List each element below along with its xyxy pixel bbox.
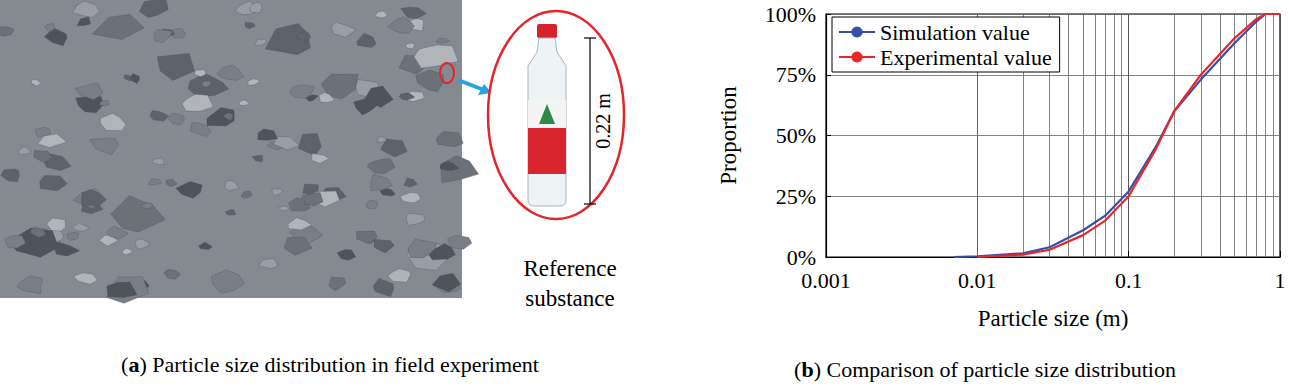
- svg-text:Referencesubstance: Referencesubstance: [523, 256, 616, 311]
- svg-text:0.22 m: 0.22 m: [592, 93, 614, 149]
- svg-text:0.01: 0.01: [958, 268, 997, 293]
- svg-text:(: (: [794, 357, 801, 382]
- svg-text:75%: 75%: [776, 62, 816, 87]
- svg-text:Particle size (m): Particle size (m): [978, 306, 1129, 331]
- svg-text:25%: 25%: [776, 184, 816, 209]
- svg-text:100%: 100%: [765, 2, 816, 27]
- svg-text:) Comparison of particle size: ) Comparison of particle size distributi…: [814, 357, 1176, 382]
- svg-text:0.1: 0.1: [1115, 268, 1143, 293]
- svg-text:0.001: 0.001: [801, 268, 851, 293]
- svg-text:Proportion: Proportion: [716, 86, 741, 185]
- svg-text:1: 1: [1275, 268, 1286, 293]
- svg-text:b: b: [801, 357, 813, 382]
- svg-text:(a) Particle size distribution: (a) Particle size distribution in field …: [121, 352, 539, 377]
- svg-text:0%: 0%: [787, 245, 816, 270]
- svg-text:Experimental value: Experimental value: [880, 45, 1052, 70]
- svg-text:50%: 50%: [776, 123, 816, 148]
- svg-text:Simulation value: Simulation value: [880, 20, 1030, 45]
